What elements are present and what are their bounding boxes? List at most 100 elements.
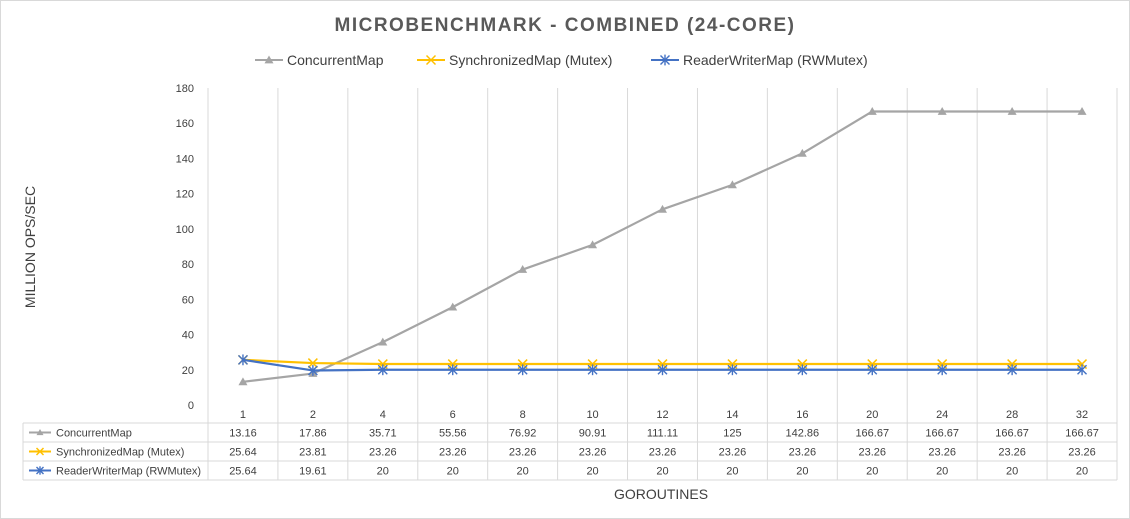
legend-marker-concurrentmap (264, 55, 274, 64)
table-cell-value: 19.61 (299, 466, 327, 478)
y-tick-label: 60 (182, 294, 194, 306)
table-cell-value: 23.26 (789, 447, 817, 459)
table-cell-value: 20 (726, 466, 738, 478)
table-cell-value: 35.71 (369, 428, 397, 440)
x-tick-label: 2 (310, 409, 316, 421)
table-legend-marker-synchronizedmap-mutex-stroke (35, 447, 45, 456)
table-cell-value: 55.56 (439, 428, 467, 440)
table-cell-value: 20 (1076, 466, 1088, 478)
y-tick-label: 160 (176, 118, 194, 130)
data-point-concurrentmap (867, 106, 877, 115)
data-point-concurrentmap (1077, 106, 1087, 115)
y-tick-label: 80 (182, 259, 194, 271)
legend-marker-synchronizedmap-mutex (425, 54, 437, 66)
legend-label-concurrentmap: ConcurrentMap (287, 52, 384, 68)
data-point-readerwritermap-rwmutex (797, 364, 808, 376)
table-cell-value: 20 (517, 466, 529, 478)
y-tick-label: 0 (188, 400, 194, 412)
table-cell-value: 25.64 (229, 447, 257, 459)
data-point-readerwritermap-rwmutex (517, 364, 528, 376)
y-axis-label: MILLION OPS/SEC (22, 186, 38, 308)
table-cell-value: 20 (656, 466, 668, 478)
data-point-readerwritermap-rwmutex (867, 364, 878, 376)
y-tick-label: 120 (176, 189, 194, 201)
table-cell-value: 17.86 (299, 428, 327, 440)
x-tick-label: 24 (936, 409, 948, 421)
x-tick-label: 16 (796, 409, 808, 421)
table-cell-value: 23.26 (369, 447, 397, 459)
table-cell-value: 125 (723, 428, 741, 440)
data-point-readerwritermap-rwmutex (587, 364, 598, 376)
table-cell-value: 23.26 (439, 447, 467, 459)
legend-label-readerwritermap-rwmutex: ReaderWriterMap (RWMutex) (683, 52, 868, 68)
table-cell-value: 166.67 (925, 428, 959, 440)
gridlines: 0 20 40 60 80 100 120 140 160 180 (176, 83, 1118, 412)
table-row-label: ConcurrentMap (56, 428, 132, 440)
x-tick-label: 20 (866, 409, 878, 421)
y-tick-label: 100 (176, 224, 194, 236)
y-tick-label: 140 (176, 153, 194, 165)
x-tick-label: 6 (450, 409, 456, 421)
data-point-concurrentmap (797, 148, 807, 157)
x-tick-label: 4 (380, 409, 386, 421)
table-cell-value: 142.86 (786, 428, 820, 440)
x-tick-label: 28 (1006, 409, 1018, 421)
x-tick-label: 8 (520, 409, 526, 421)
table-cell-value: 76.92 (509, 428, 537, 440)
data-point-readerwritermap-rwmutex (1007, 364, 1018, 376)
x-tick-label: 1 (240, 409, 246, 421)
data-point-concurrentmap (448, 302, 458, 311)
table-cell-value: 25.64 (229, 466, 257, 478)
table-cell-value: 23.81 (299, 447, 327, 459)
table-cell-value: 20 (936, 466, 948, 478)
table-cell-value: 111.11 (647, 428, 678, 440)
data-point-concurrentmap (588, 240, 598, 249)
y-tick-label: 180 (176, 83, 194, 95)
legend-marker-synchronizedmap-mutex-stroke (425, 54, 437, 66)
data-point-readerwritermap-rwmutex (1077, 364, 1088, 376)
data-point-readerwritermap-rwmutex (377, 364, 388, 376)
data-point-concurrentmap (727, 180, 737, 189)
x-tick-label: 12 (656, 409, 668, 421)
table-cell-value: 166.67 (855, 428, 889, 440)
data-point-readerwritermap-rwmutex (937, 364, 948, 376)
legend-marker-readerwritermap-rwmutex (660, 54, 670, 66)
x-tick-label: 14 (726, 409, 738, 421)
data-point-concurrentmap (518, 265, 528, 273)
table-legend-marker-readerwritermap-rwmutex (36, 466, 44, 475)
data-point-readerwritermap-rwmutex (237, 354, 248, 366)
x-tick-label: 10 (586, 409, 598, 421)
table-cell-value: 20 (586, 466, 598, 478)
data-point-concurrentmap (378, 337, 388, 346)
data-point-concurrentmap (937, 106, 947, 115)
legend: ConcurrentMap SynchronizedMap (Mutex) Read… (255, 52, 868, 68)
table-cell-value: 23.26 (509, 447, 537, 459)
table-cell-value: 90.91 (579, 428, 607, 440)
series-lines (237, 106, 1088, 386)
table-cell-value: 20 (1006, 466, 1018, 478)
data-point-readerwritermap-rwmutex (307, 365, 318, 376)
table-cell-value: 20 (796, 466, 808, 478)
table-cell-value: 166.67 (995, 428, 1029, 440)
table-legend-marker-synchronizedmap-mutex (35, 447, 45, 456)
table-row-label: SynchronizedMap (Mutex) (56, 447, 184, 459)
table-cell-value: 23.26 (928, 447, 956, 459)
table-cell-value: 20 (377, 466, 389, 478)
data-point-concurrentmap (658, 204, 667, 213)
table-cell-value: 23.26 (998, 447, 1026, 459)
data-point-synchronizedmap-mutex (307, 358, 318, 369)
table-cell-value: 23.26 (859, 447, 887, 459)
y-tick-label: 20 (182, 365, 194, 377)
data-point-concurrentmap (1007, 106, 1017, 115)
data-point-readerwritermap-rwmutex (727, 364, 738, 376)
table-row-label: ReaderWriterMap (RWMutex) (56, 466, 201, 478)
chart-title: MICROBENCHMARK - COMBINED (24-CORE) (335, 15, 796, 36)
table-cell-value: 20 (866, 466, 878, 478)
x-axis-label: GOROUTINES (614, 486, 708, 502)
table-cell-value: 166.67 (1065, 428, 1099, 440)
table-cell-value: 13.16 (229, 428, 257, 440)
table-legend-marker-concurrentmap (36, 429, 44, 436)
table-cell-value: 23.26 (649, 447, 677, 459)
